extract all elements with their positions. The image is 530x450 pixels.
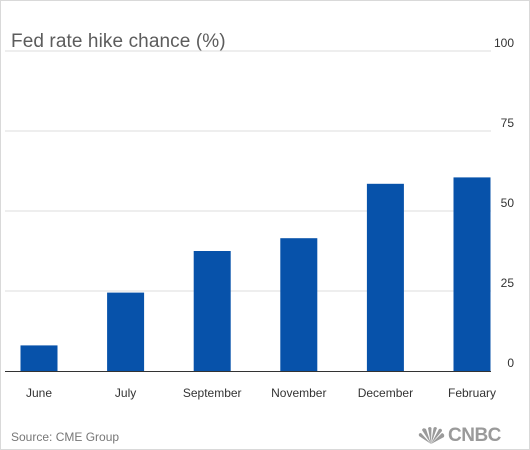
gridlines xyxy=(5,50,491,292)
axes: 0 25 50 75 100 June July September November Decem… xyxy=(5,36,514,400)
chart-title: Fed rate hike chance (%) xyxy=(11,31,226,52)
bar xyxy=(366,183,404,371)
x-tick-label: June xyxy=(26,386,52,400)
x-tick-label: December xyxy=(358,386,413,400)
y-tick-label: 0 xyxy=(507,356,514,370)
bar xyxy=(280,238,318,371)
x-tick-label: July xyxy=(115,386,136,400)
nbc-peacock-icon xyxy=(418,427,445,444)
bar xyxy=(20,345,58,371)
bar xyxy=(453,177,491,371)
bar xyxy=(107,292,145,371)
x-tick-label: November xyxy=(271,386,326,400)
y-tick-label: 50 xyxy=(501,196,515,210)
x-tick-label: February xyxy=(448,386,496,400)
cnbc-logo: CNBC xyxy=(417,426,501,446)
y-tick-label: 100 xyxy=(494,36,514,50)
source-note: Source: CME Group xyxy=(11,430,120,444)
y-tick-label: 75 xyxy=(501,116,515,130)
y-tick-label: 25 xyxy=(501,276,515,290)
bars xyxy=(20,177,491,371)
x-tick-label: September xyxy=(183,386,242,400)
cnbc-logo-text: CNBC xyxy=(448,425,501,446)
bar xyxy=(193,251,231,371)
